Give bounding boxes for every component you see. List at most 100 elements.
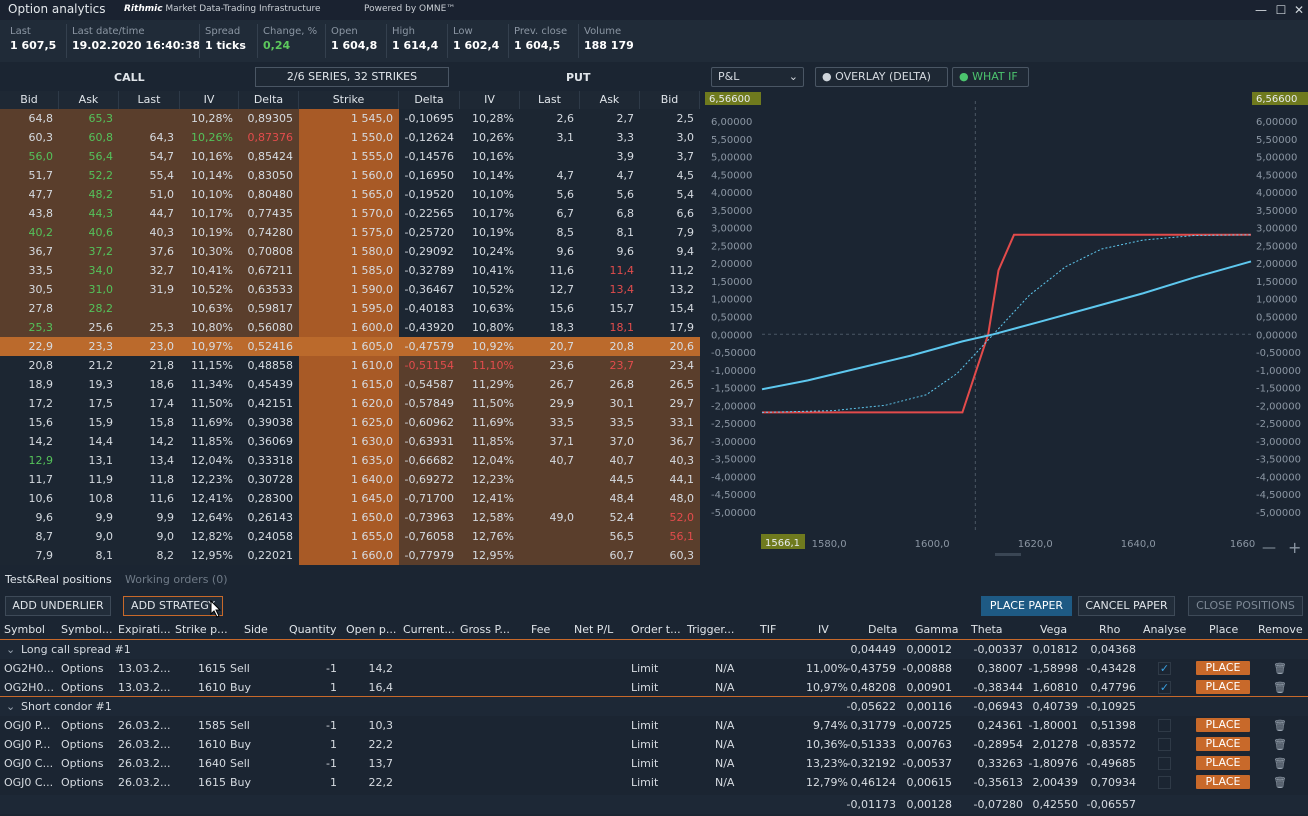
chain-cell[interactable]: 18,3 [520,318,580,337]
chain-cell[interactable]: 29,9 [520,394,580,413]
chain-cell[interactable]: 51,0 [119,185,180,204]
column-header[interactable]: Bid [640,91,700,109]
chain-cell[interactable]: 1 555,0 [299,147,399,166]
chain-cell[interactable]: 12,23% [180,470,239,489]
chain-cell[interactable]: 5,4 [640,185,700,204]
chain-row[interactable]: 18,9 19,3 18,6 11,34% 0,45439 1 615,0 -0,54587… [0,375,700,394]
chain-cell[interactable]: 48,0 [640,489,700,508]
chain-cell[interactable]: 11,6 [520,261,580,280]
chain-cell[interactable]: 1 565,0 [299,185,399,204]
position-row[interactable]: OGJ0 P... Options 26.03.2... 1585 Sell -1 10,3… [0,716,1308,735]
chain-cell[interactable]: 20,7 [520,337,580,356]
chain-cell[interactable]: 23,4 [640,356,700,375]
chain-cell[interactable]: 0,85424 [239,147,299,166]
grid-column-header[interactable]: Net P/L [574,623,614,636]
chain-cell[interactable]: 15,7 [580,299,640,318]
chain-cell[interactable]: 1 550,0 [299,128,399,147]
chain-cell[interactable]: 11,7 [0,470,59,489]
chain-cell[interactable]: -0,40183 [399,299,460,318]
chain-cell[interactable]: 9,6 [520,242,580,261]
chain-row[interactable]: 20,8 21,2 21,8 11,15% 0,48858 1 610,0 -0,51154… [0,356,700,375]
chain-cell[interactable] [119,109,180,128]
chain-cell[interactable]: 40,2 [0,223,59,242]
chain-row[interactable]: 36,7 37,2 37,6 10,30% 0,70808 1 580,0 -0,29092… [0,242,700,261]
chain-cell[interactable]: 1 615,0 [299,375,399,394]
position-row[interactable]: OGJ0 C... Options 26.03.2... 1640 Sell -1 13,7… [0,754,1308,773]
grid-column-header[interactable]: Open p... [346,623,397,636]
chain-cell[interactable]: 17,2 [0,394,59,413]
trash-icon[interactable]: 🗑 [1273,681,1287,694]
trash-icon[interactable]: 🗑 [1273,662,1287,675]
chain-cell[interactable]: 52,2 [59,166,119,185]
chain-cell[interactable]: 12,7 [520,280,580,299]
chain-cell[interactable]: 10,28% [180,109,239,128]
chain-cell[interactable]: 10,19% [180,223,239,242]
chain-cell[interactable]: 27,8 [0,299,59,318]
chain-cell[interactable]: 13,1 [59,451,119,470]
chain-cell[interactable]: -0,77979 [399,546,460,565]
chain-cell[interactable]: 7,9 [640,223,700,242]
grid-column-header[interactable]: Theta [971,623,1003,636]
chain-cell[interactable]: 10,41% [180,261,239,280]
chain-cell[interactable]: 11,10% [460,356,520,375]
chain-cell[interactable]: 1 630,0 [299,432,399,451]
chain-cell[interactable]: 0,24058 [239,527,299,546]
chain-cell[interactable]: 23,6 [520,356,580,375]
chain-cell[interactable]: 33,1 [640,413,700,432]
chain-row[interactable]: 47,7 48,2 51,0 10,10% 0,80480 1 565,0 -0,19520… [0,185,700,204]
grid-column-header[interactable]: Order t... [631,623,681,636]
chain-cell[interactable]: 52,0 [640,508,700,527]
chain-cell[interactable]: 13,2 [640,280,700,299]
column-header[interactable]: Strike [299,91,399,109]
chain-cell[interactable]: 10,8 [59,489,119,508]
chain-cell[interactable]: 0,83050 [239,166,299,185]
grid-column-header[interactable]: Symbol... [61,623,113,636]
chain-row[interactable]: 27,8 28,2 10,63% 0,59817 1 595,0 -0,40183 10,6… [0,299,700,318]
chain-cell[interactable]: 64,3 [119,128,180,147]
chain-cell[interactable]: 8,5 [520,223,580,242]
chain-cell[interactable]: 4,7 [580,166,640,185]
chain-cell[interactable]: 10,52% [460,280,520,299]
series-selector[interactable]: 2/6 SERIES, 32 STRIKES [255,67,449,87]
chain-cell[interactable]: 17,5 [59,394,119,413]
chain-cell[interactable]: 1 605,0 [299,337,399,356]
strategy-group-row[interactable]: ⌄ Long call spread #1 0,04449 0,00012 -0,003… [0,640,1308,659]
chain-cell[interactable]: 4,7 [520,166,580,185]
chain-cell[interactable]: 25,3 [0,318,59,337]
column-header[interactable]: Last [520,91,580,109]
grid-column-header[interactable]: Analyse [1143,623,1187,636]
chain-cell[interactable]: -0,12624 [399,128,460,147]
chain-cell[interactable]: 55,4 [119,166,180,185]
chain-cell[interactable]: 1 560,0 [299,166,399,185]
chain-cell[interactable]: 0,80480 [239,185,299,204]
column-header[interactable]: Bid [0,91,59,109]
chain-cell[interactable]: 56,1 [640,527,700,546]
chart-mode-dropdown[interactable]: P&L ⌄ [711,67,804,87]
close-icon[interactable]: ✕ [1293,3,1305,17]
chain-cell[interactable] [520,470,580,489]
chain-cell[interactable]: 23,7 [580,356,640,375]
close-positions-button[interactable]: CLOSE POSITIONS [1188,596,1303,616]
chain-cell[interactable]: 11,2 [640,261,700,280]
chain-cell[interactable]: 2,7 [580,109,640,128]
chain-cell[interactable] [520,527,580,546]
grid-column-header[interactable]: Symbol [4,623,45,636]
grid-column-header[interactable]: Remove [1258,623,1303,636]
chain-cell[interactable]: 31,0 [59,280,119,299]
chain-cell[interactable]: 37,0 [580,432,640,451]
chain-cell[interactable]: -0,54587 [399,375,460,394]
chain-cell[interactable]: 10,92% [460,337,520,356]
add-underlier-button[interactable]: ADD UNDERLIER [5,596,111,616]
chain-cell[interactable]: 0,26143 [239,508,299,527]
chain-cell[interactable]: 11,15% [180,356,239,375]
chain-row[interactable]: 14,2 14,4 14,2 11,85% 0,36069 1 630,0 -0,63931… [0,432,700,451]
chain-cell[interactable]: 26,7 [520,375,580,394]
chain-cell[interactable]: 28,2 [59,299,119,318]
chain-cell[interactable]: 1 655,0 [299,527,399,546]
chain-cell[interactable]: 10,16% [460,147,520,166]
chain-cell[interactable]: 21,8 [119,356,180,375]
chain-cell[interactable]: 10,17% [180,204,239,223]
position-row[interactable]: OGJ0 C... Options 26.03.2... 1615 Buy 1 22,2 Li… [0,773,1308,792]
chain-cell[interactable]: 11,85% [180,432,239,451]
chain-cell[interactable]: -0,69272 [399,470,460,489]
